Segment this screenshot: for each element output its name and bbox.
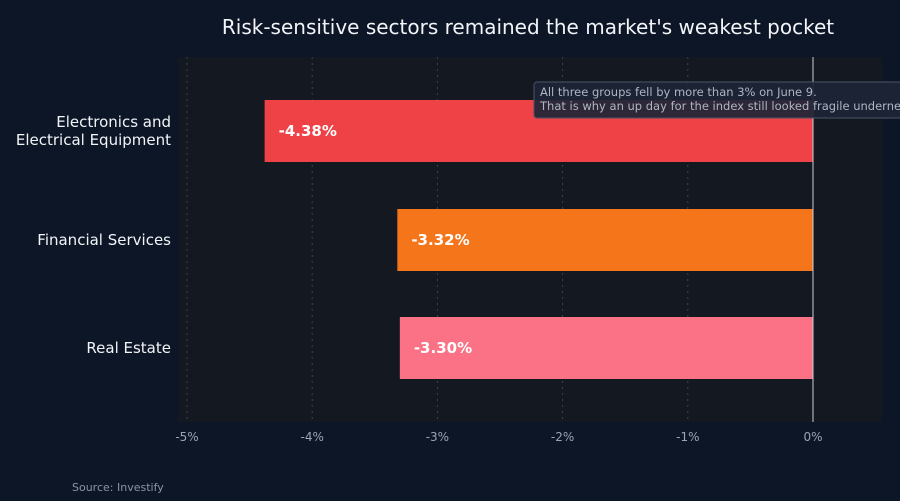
annotation: All three groups fell by more than 3% on… bbox=[533, 81, 900, 119]
bar bbox=[399, 317, 813, 379]
category-label: Financial Services bbox=[37, 231, 171, 249]
bar-value-label: -4.38% bbox=[279, 122, 337, 140]
bar-value-label: -3.30% bbox=[414, 339, 472, 357]
annotation-text: All three groups fell by more than 3% on… bbox=[540, 85, 817, 99]
category-label: Electrical Equipment bbox=[16, 131, 171, 149]
bar bbox=[397, 209, 813, 271]
x-tick-label: -5% bbox=[175, 430, 198, 444]
category-label: Real Estate bbox=[86, 339, 171, 357]
category-label: Electronics and bbox=[56, 113, 171, 131]
annotation-text: That is why an up day for the index stil… bbox=[539, 99, 900, 113]
bars bbox=[264, 100, 813, 379]
labels: -5% -4% -3% -2% -1% 0% -4.38% Electronics andEl… bbox=[16, 113, 823, 444]
chart-title: Risk-sensitive sectors remained the mark… bbox=[222, 15, 834, 39]
x-tick-label: -3% bbox=[426, 430, 449, 444]
source-note: Source: Investify bbox=[72, 481, 164, 494]
x-tick-label: -4% bbox=[301, 430, 324, 444]
x-tick-label: -2% bbox=[551, 430, 574, 444]
annotation-box bbox=[533, 81, 900, 119]
bar-value-label: -3.32% bbox=[411, 231, 469, 249]
x-tick-label: 0% bbox=[803, 430, 822, 444]
x-tick-label: -1% bbox=[676, 430, 699, 444]
